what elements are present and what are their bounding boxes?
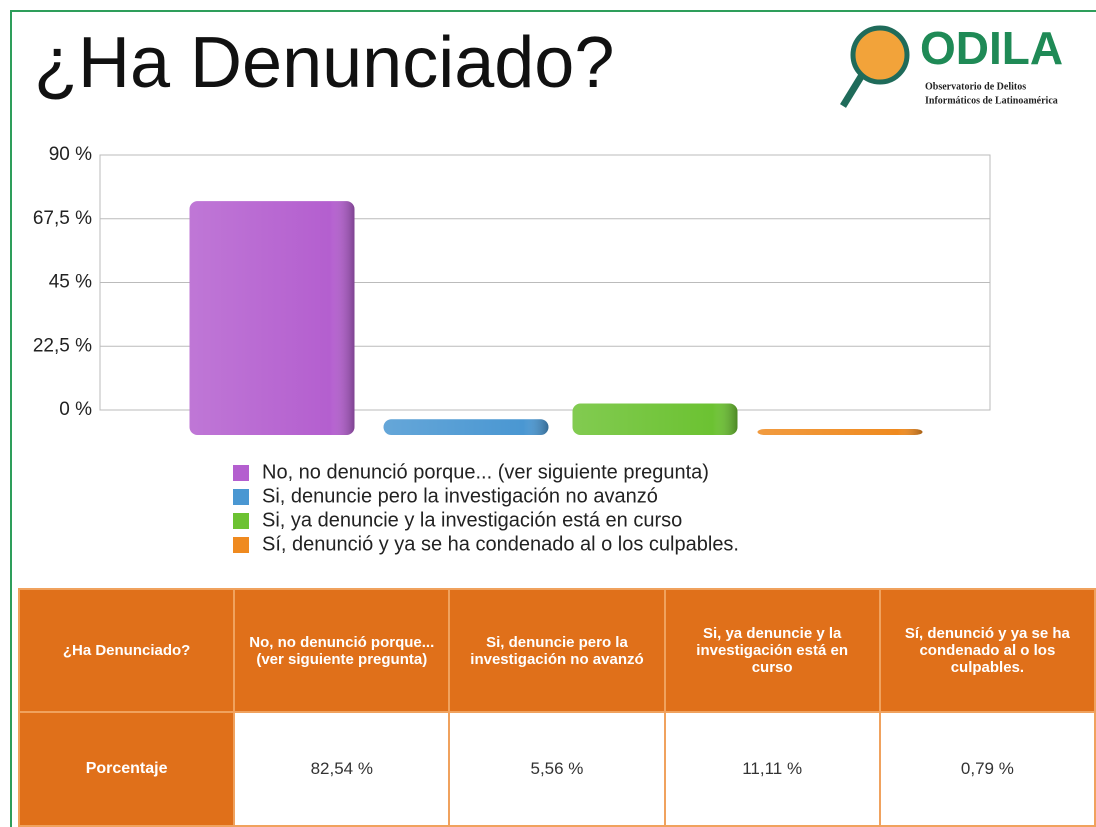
row-label: Porcentaje bbox=[17, 711, 236, 827]
legend-swatch bbox=[233, 489, 249, 505]
header-row: ¿Ha Denunciado? No, no denunció porque..… bbox=[17, 588, 1096, 713]
value-cell: 11,11 % bbox=[663, 711, 881, 827]
legend-label: Si, ya denuncie y la investigación está … bbox=[262, 509, 682, 531]
slide-title: ¿Ha Denunciado? bbox=[34, 23, 615, 103]
legend-label: Sí, denunció y ya se ha condenado al o l… bbox=[262, 533, 739, 555]
y-tick-label: 0 % bbox=[59, 399, 92, 420]
logo-line: Observatorio de Delitos bbox=[925, 81, 1026, 92]
logo-lens bbox=[850, 25, 910, 85]
logo: ODILA Observatorio de Delitos Informátic… bbox=[840, 22, 1063, 108]
value-cell: 82,54 % bbox=[233, 711, 451, 827]
corner-cell: ¿Ha Denunciado? bbox=[17, 588, 236, 713]
y-tick-label: 90 % bbox=[49, 144, 92, 165]
y-tick-label: 45 % bbox=[49, 272, 92, 293]
logo-name: ODILA bbox=[920, 22, 1063, 74]
legend-swatch bbox=[233, 465, 249, 481]
value-row: Porcentaje 82,54 % 5,56 % 11,11 % 0,79 % bbox=[17, 711, 1096, 827]
header-cell: Sí, denunció y ya se ha condenado al o l… bbox=[878, 588, 1096, 713]
bar-shade bbox=[189, 201, 355, 435]
slide-frame bbox=[10, 10, 1096, 827]
bar-shade bbox=[383, 419, 549, 435]
legend-swatch bbox=[233, 513, 249, 529]
bar-shade bbox=[757, 429, 923, 435]
legend-label: Si, denuncie pero la investigación no av… bbox=[262, 485, 658, 507]
header-cell: Si, denuncie pero la investigación no av… bbox=[448, 588, 666, 713]
logo-handle bbox=[840, 73, 865, 108]
y-tick-label: 67,5 % bbox=[33, 208, 92, 229]
legend-label: No, no denunció porque... (ver siguiente… bbox=[262, 461, 709, 483]
logo-line: Informáticos de Latinoamérica bbox=[925, 95, 1058, 106]
value-cell: 0,79 % bbox=[878, 711, 1096, 827]
legend-swatch bbox=[233, 537, 249, 553]
header-cell: Si, ya denuncie y la investigación está … bbox=[663, 588, 881, 713]
value-cell: 5,56 % bbox=[448, 711, 666, 827]
bar-shade bbox=[572, 403, 738, 435]
y-tick-label: 22,5 % bbox=[33, 335, 92, 356]
header-cell: No, no denunció porque... (ver siguiente… bbox=[233, 588, 451, 713]
data-table: ¿Ha Denunciado? No, no denunció porque..… bbox=[17, 588, 1096, 827]
